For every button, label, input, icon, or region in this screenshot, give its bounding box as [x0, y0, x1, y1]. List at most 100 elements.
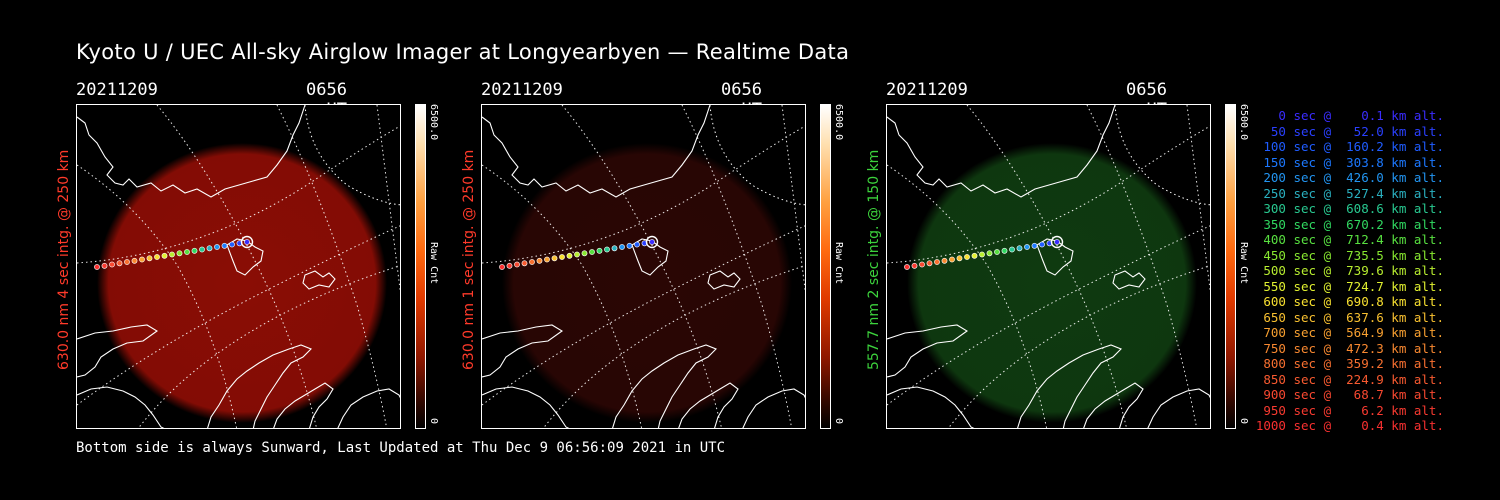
trajectory-point — [994, 249, 1000, 255]
legend-row: 200 sec @ 426.0 km alt. — [1255, 170, 1444, 185]
trajectory-point — [109, 261, 115, 268]
trajectory-point — [559, 254, 565, 260]
trajectory-point — [649, 239, 655, 245]
trajectory-point — [919, 261, 925, 268]
colorbar-title: Raw Cnt — [1238, 242, 1249, 285]
trajectory-point — [191, 247, 198, 254]
legend-row: 50 sec @ 52.0 km alt. — [1255, 123, 1444, 139]
trajectory-point — [551, 255, 558, 262]
legend-row: 450 sec @ 735.5 km alt. — [1255, 247, 1444, 263]
panel-date: 20211209 — [886, 80, 968, 100]
legend-row: 600 sec @ 690.8 km alt. — [1255, 294, 1444, 309]
airglow-disk — [907, 143, 1197, 423]
coastline — [742, 388, 805, 428]
trajectory-point — [581, 250, 588, 257]
trajectory-legend: 0 sec @ 0.1 km alt. 50 sec @ 52.0 km alt… — [1256, 108, 1444, 434]
colorbar-title: Raw Cnt — [428, 242, 439, 285]
legend-row: 350 sec @ 670.2 km alt. — [1255, 216, 1444, 232]
trajectory-point — [184, 249, 190, 255]
airglow-disk — [97, 143, 387, 423]
coastline — [482, 105, 711, 198]
panel-wavelength-label: 630.0 nm 4 sec intg. @ 250 km — [56, 149, 72, 370]
colorbar-max-label: 6500.0 — [833, 104, 844, 141]
trajectory-point — [911, 262, 918, 269]
trajectory-point — [934, 259, 940, 265]
panel-wavelength-label: 557.7 nm 2 sec intg. @ 150 km — [866, 149, 882, 370]
trajectory-point — [1054, 239, 1060, 245]
colorbar-title: Raw Cnt — [833, 242, 844, 285]
allsky-image — [481, 104, 806, 429]
trajectory-point — [131, 257, 138, 264]
page-title: Kyoto U / UEC All-sky Airglow Imager at … — [76, 40, 850, 64]
trajectory-point — [1031, 242, 1038, 249]
trajectory-point — [1001, 247, 1008, 254]
trajectory-point — [169, 251, 175, 258]
trajectory-point — [604, 246, 610, 253]
coastline — [1147, 388, 1210, 428]
trajectory-point — [101, 262, 108, 269]
trajectory-point — [154, 254, 160, 260]
trajectory-point — [176, 250, 183, 257]
legend-row: 300 sec @ 608.6 km alt. — [1255, 201, 1444, 216]
trajectory-point — [124, 259, 130, 265]
allsky-image — [886, 104, 1211, 429]
trajectory-point — [221, 242, 228, 249]
trajectory-point — [574, 251, 580, 258]
trajectory-point — [199, 246, 205, 253]
coastline — [482, 386, 570, 428]
legend-row: 150 sec @ 303.8 km alt. — [1255, 154, 1444, 170]
trajectory-point — [161, 252, 168, 259]
observatory-marker — [645, 235, 659, 249]
coastline — [302, 270, 336, 290]
trajectory-point — [986, 250, 993, 257]
coastline — [612, 344, 717, 428]
legend-row: 550 sec @ 724.7 km alt. — [1255, 278, 1444, 294]
legend-row: 650 sec @ 637.6 km alt. — [1255, 309, 1444, 325]
legend-row: 400 sec @ 712.4 km alt. — [1255, 232, 1444, 247]
trajectory-point — [514, 261, 520, 268]
observatory-marker — [240, 235, 254, 249]
trajectory-point — [521, 260, 528, 267]
coastline — [1036, 238, 1074, 276]
legend-row: 0 sec @ 0.1 km alt. — [1255, 108, 1444, 123]
trajectory-point — [206, 245, 213, 252]
legend-row: 500 sec @ 739.6 km alt. — [1255, 263, 1444, 278]
coastline — [337, 388, 400, 428]
coastline — [226, 238, 264, 276]
trajectory-point — [979, 251, 985, 258]
trajectory-point — [596, 247, 603, 254]
coastline — [77, 386, 165, 428]
coastline — [887, 386, 975, 428]
trajectory-point — [619, 244, 625, 250]
legend-row: 1000 sec @ 0.4 km alt. — [1255, 418, 1444, 433]
coastline — [1083, 382, 1144, 428]
colorbar — [1225, 104, 1236, 429]
coastline — [77, 324, 159, 378]
legend-row: 800 sec @ 359.2 km alt. — [1255, 356, 1444, 371]
trajectory-point — [536, 257, 543, 264]
trajectory-point — [146, 255, 153, 262]
colorbar-max-label: 6500.0 — [428, 104, 439, 141]
panel-wavelength-label: 630.0 nm 1 sec intg. @ 250 km — [461, 149, 477, 370]
trajectory-point — [1016, 245, 1023, 252]
legend-row: 950 sec @ 6.2 km alt. — [1255, 402, 1444, 418]
legend-row: 900 sec @ 68.7 km alt. — [1255, 387, 1444, 402]
trajectory-point — [971, 252, 978, 259]
trajectory-point — [94, 264, 100, 270]
trajectory-point — [949, 256, 955, 263]
trajectory-point — [544, 256, 550, 263]
legend-row: 700 sec @ 564.9 km alt. — [1255, 325, 1444, 340]
trajectory-point — [229, 241, 235, 248]
panel-date: 20211209 — [481, 80, 563, 100]
coastline — [678, 382, 739, 428]
allsky-map — [77, 105, 400, 428]
colorbar-min-label: 0 — [428, 418, 439, 425]
trajectory-point — [244, 239, 250, 245]
coastline — [631, 238, 669, 276]
colorbar-max-label: 6500.0 — [1238, 104, 1249, 141]
trajectory-point — [499, 264, 505, 270]
coastline — [887, 105, 1116, 198]
trajectory-point — [1009, 246, 1015, 253]
coastline — [482, 324, 564, 378]
trajectory-point — [611, 245, 618, 252]
